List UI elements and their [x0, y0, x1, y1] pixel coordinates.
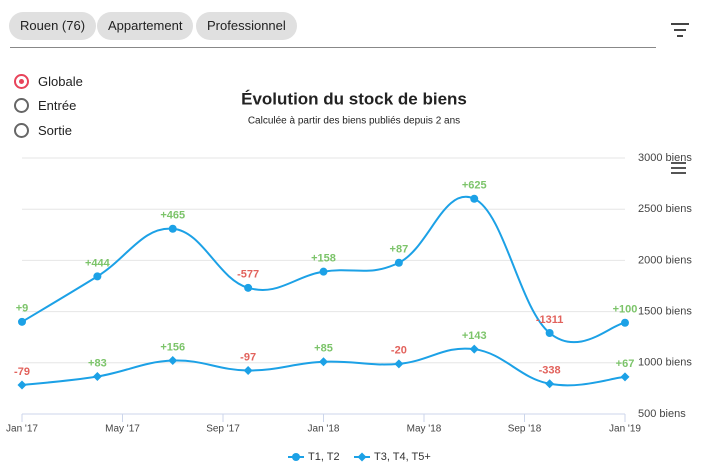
x-tick-label: Jan '19 [609, 424, 641, 435]
y-tick-label: 2000 biens [638, 254, 692, 266]
filter-chip[interactable]: Appartement [97, 12, 194, 40]
radio-label: Entrée [38, 98, 77, 113]
radio[interactable]: Globale [14, 74, 83, 89]
underline [10, 47, 656, 48]
data-label: -79 [14, 366, 30, 378]
data-label: +100 [613, 304, 638, 316]
filter-chip[interactable]: Rouen (76) [9, 12, 97, 40]
chart-subtitle: Calculée à partir des biens publiés depu… [248, 116, 460, 127]
chart-title: Évolution du stock de biens [241, 89, 467, 108]
point [17, 380, 27, 390]
point [243, 365, 253, 375]
point [470, 194, 479, 203]
legend-marker [357, 452, 367, 462]
point [621, 318, 629, 327]
data-label: +158 [311, 253, 336, 265]
point [620, 372, 630, 382]
point [545, 379, 555, 389]
data-label: +83 [88, 357, 107, 369]
filter-chip[interactable]: Professionnel [196, 12, 297, 40]
y-tick-label: 1000 biens [638, 357, 692, 369]
data-label: -577 [237, 269, 259, 281]
data-label: +444 [85, 257, 111, 269]
x-tick-label: Jan '18 [308, 424, 340, 435]
point [244, 283, 253, 292]
legend-marker [292, 453, 300, 461]
point [168, 356, 178, 366]
x-tick-label: Sep '18 [508, 424, 542, 435]
point [92, 372, 102, 382]
data-label: +465 [160, 210, 185, 222]
point [394, 258, 403, 267]
radio[interactable]: Entrée [14, 98, 76, 113]
x-tick-label: Jan '17 [6, 424, 38, 435]
data-label: +85 [314, 343, 333, 355]
data-label: -20 [391, 345, 407, 357]
x-tick-label: Sep '17 [206, 424, 240, 435]
legend-item[interactable]: T3, T4, T5+ [354, 451, 431, 463]
data-label: +156 [160, 341, 185, 353]
legend-label: T1, T2 [308, 451, 340, 463]
point [319, 267, 328, 276]
y-tick-label: 3000 biens [638, 152, 692, 164]
x-tick-label: May '17 [105, 424, 140, 435]
point [18, 317, 26, 326]
point [168, 224, 177, 233]
line [21, 195, 626, 344]
data-label: -97 [240, 351, 256, 363]
point [394, 359, 404, 369]
point [469, 344, 479, 354]
point [545, 329, 554, 338]
radio[interactable]: Sortie [14, 123, 72, 138]
legend-label: T3, T4, T5+ [374, 451, 431, 463]
data-label: +625 [462, 180, 487, 192]
radio-label: Sortie [38, 123, 72, 138]
point [93, 272, 102, 281]
y-tick-label: 2500 biens [638, 203, 692, 215]
filter-icon[interactable] [671, 23, 689, 37]
radio-label: Globale [38, 74, 83, 89]
data-label: +9 [16, 303, 29, 315]
data-label: +67 [616, 358, 635, 370]
data-label: -338 [539, 365, 561, 377]
y-tick-label: 1500 biens [638, 306, 692, 318]
y-tick-label: 500 biens [638, 408, 686, 420]
legend-item[interactable]: T1, T2 [288, 451, 340, 463]
x-tick-label: May '18 [407, 424, 442, 435]
point [319, 357, 328, 367]
data-label: +143 [462, 330, 487, 342]
data-label: -1311 [536, 314, 564, 326]
data-label: +87 [390, 244, 409, 256]
menu-icon[interactable] [671, 162, 686, 174]
